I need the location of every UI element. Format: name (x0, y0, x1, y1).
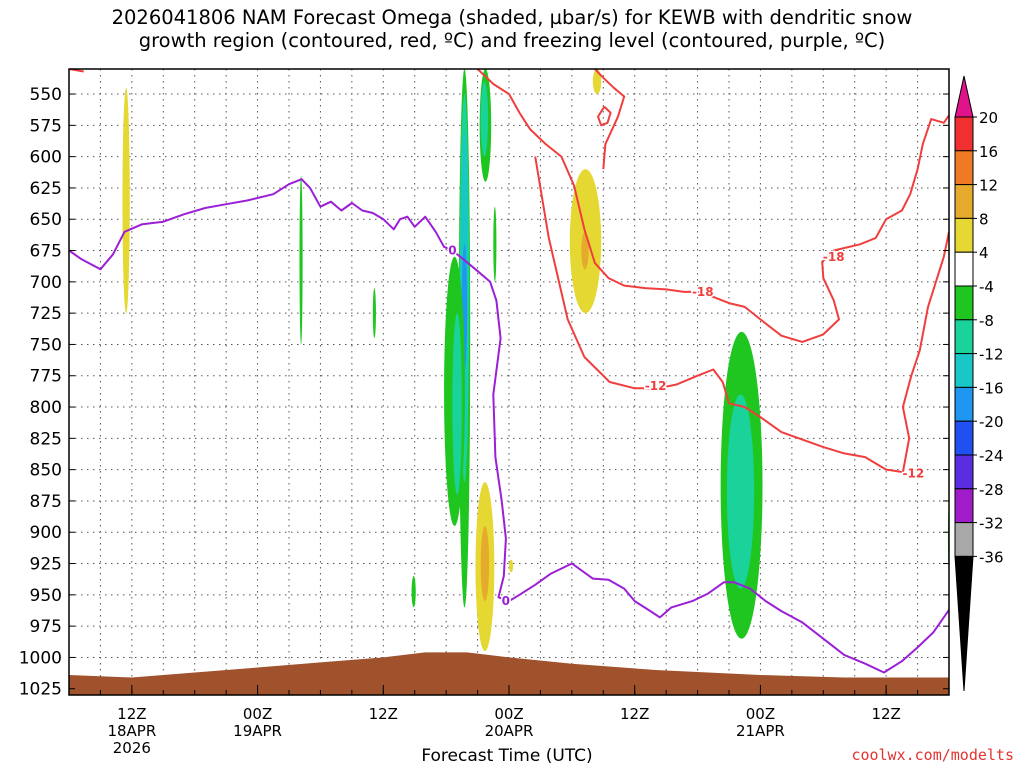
omega-region (372, 288, 376, 339)
omega-region (122, 87, 130, 314)
contour-label: 0 (448, 244, 456, 258)
x-tick-label: 00Z (746, 705, 775, 723)
terrain-area (69, 652, 949, 695)
colorbar-top-triangle (954, 75, 974, 118)
colorbar-label: 8 (979, 210, 989, 228)
contour-line (534, 156, 949, 474)
omega-shading (122, 69, 949, 652)
contour-label: -12 (903, 466, 925, 480)
y-tick-label: 925 (30, 555, 62, 575)
y-tick-label: 575 (30, 116, 62, 136)
omega-region (299, 175, 303, 345)
x-tick-label: 00Z (243, 705, 272, 723)
colorbar-label: 12 (979, 177, 998, 195)
colorbar-segment (954, 420, 974, 456)
omega-region (509, 559, 514, 573)
contours: -12 -12 -18 -18 0 0 (69, 69, 949, 674)
colorbar-segment (954, 353, 974, 388)
x-axis-label: Forecast Time (UTC) (421, 746, 593, 766)
omega-region (480, 525, 490, 602)
x-tick-label: 00Z (494, 705, 523, 723)
colorbar-label: -20 (979, 413, 1004, 431)
colorbar-segment (954, 116, 974, 152)
contour-line (597, 105, 612, 127)
colorbar-segment (954, 251, 974, 287)
omega-region (581, 231, 589, 270)
colorbar-label: -4 (979, 278, 994, 296)
x-tick-label: 12Z (871, 705, 900, 723)
colorbar-label: -12 (979, 346, 1004, 364)
y-tick-label: 950 (30, 586, 62, 606)
contour-label: -18 (692, 285, 714, 299)
contour-line (69, 178, 949, 674)
colorbar-segment (954, 217, 974, 253)
omega-region (592, 69, 602, 95)
colorbar-segment (954, 386, 974, 422)
colorbar-label: -28 (979, 481, 1004, 499)
y-tick-label: 550 (30, 85, 62, 105)
colorbar-segment (954, 522, 974, 557)
colorbar-label: -16 (979, 379, 1004, 397)
y-tick-label: 675 (30, 242, 62, 262)
y-tick-label: 625 (30, 179, 62, 199)
y-tick-label: 775 (30, 367, 62, 387)
y-tick-label: 900 (30, 523, 62, 543)
colorbar-label: 20 (979, 109, 998, 127)
colorbar-label: -32 (979, 515, 1004, 533)
contour-label: 0 (502, 594, 510, 608)
colorbar-segment (954, 285, 974, 321)
omega-region (452, 313, 462, 495)
y-tick-label: 1000 (19, 648, 62, 668)
omega-region (480, 81, 489, 157)
x-tick-label: 20APR (485, 722, 534, 740)
x-tick-label: 2026 (113, 739, 151, 757)
colorbar-segment (954, 150, 974, 186)
colorbar-segment (954, 488, 974, 524)
omega-region (411, 576, 416, 608)
omega-region (726, 394, 755, 589)
chart-title-line1: 2026041806 NAM Forecast Omega (shaded, µ… (111, 6, 913, 29)
y-tick-label: 600 (30, 148, 62, 168)
credit-text: coolwx.com/modelts (851, 746, 1014, 764)
colorbar-segment (954, 454, 974, 490)
y-tick-label: 750 (30, 335, 62, 355)
contour-line (476, 69, 949, 343)
omega-region (493, 206, 497, 282)
x-tick-label: 19APR (233, 722, 282, 740)
colorbar-segment (954, 319, 974, 355)
y-tick-label: 975 (30, 617, 62, 637)
y-tick-label: 1025 (19, 680, 62, 700)
y-tick-label: 825 (30, 429, 62, 449)
chart-title: 2026041806 NAM Forecast Omega (shaded, µ… (0, 6, 1024, 52)
colorbar: 20 16 12 8 4 -4 -8 -12 -16 -20 -24 -28 -32 -36 (954, 75, 1004, 692)
colorbar-label: -8 (979, 312, 994, 330)
y-axis: 550 575 600 625 650 675 700 725 750 775 800 825 850 8… (19, 85, 949, 700)
contour-line (594, 69, 626, 170)
terrain (69, 652, 949, 695)
colorbar-label: 16 (979, 143, 998, 161)
contour-label: -18 (823, 250, 845, 264)
colorbar-segment (954, 184, 974, 219)
x-tick-label: 12Z (620, 705, 649, 723)
x-tick-label: 21APR (736, 722, 785, 740)
y-tick-label: 850 (30, 461, 62, 481)
colorbar-label: -24 (979, 447, 1004, 465)
x-tick-label: 12Z (369, 705, 398, 723)
y-tick-label: 800 (30, 398, 62, 418)
y-tick-label: 700 (30, 273, 62, 293)
x-tick-label: 12Z (117, 705, 146, 723)
colorbar-bottom-triangle (954, 555, 974, 692)
contour-label: -12 (645, 379, 667, 393)
colorbar-label: -36 (979, 548, 1004, 566)
x-tick-label: 18APR (107, 722, 156, 740)
y-tick-label: 725 (30, 304, 62, 324)
colorbar-label: 4 (979, 244, 989, 262)
chart-title-line2: growth region (contoured, red, ºC) and f… (138, 29, 886, 52)
y-tick-label: 650 (30, 210, 62, 230)
y-tick-label: 875 (30, 492, 62, 512)
